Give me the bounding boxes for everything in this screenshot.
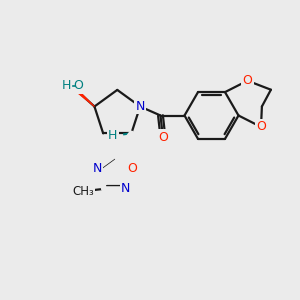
Bar — [136, 103, 144, 110]
Bar — [257, 123, 265, 131]
Text: O: O — [243, 74, 252, 87]
Text: O: O — [73, 79, 83, 92]
Bar — [75, 187, 90, 196]
Text: N: N — [92, 162, 102, 175]
Text: O: O — [256, 120, 266, 134]
Bar — [243, 76, 252, 85]
Text: H: H — [108, 129, 118, 142]
Bar — [64, 83, 81, 91]
Text: CH₃: CH₃ — [72, 185, 94, 198]
Bar — [159, 133, 167, 141]
Bar — [108, 132, 117, 140]
Text: N: N — [135, 100, 145, 113]
Bar — [122, 185, 130, 193]
Polygon shape — [71, 85, 95, 107]
Bar — [128, 164, 137, 172]
Text: O: O — [158, 130, 168, 144]
Bar — [93, 164, 101, 172]
Text: N: N — [121, 182, 130, 195]
Text: H: H — [62, 79, 71, 92]
Text: O: O — [128, 162, 137, 175]
